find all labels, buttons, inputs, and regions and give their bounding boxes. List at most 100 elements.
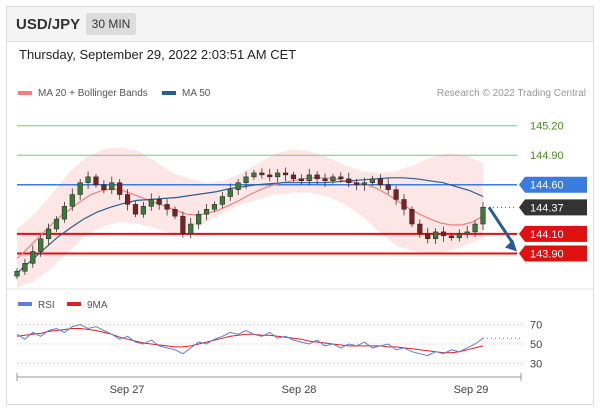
candle-body xyxy=(251,172,257,178)
level-tag-label: 144.10 xyxy=(530,229,564,241)
candle-body xyxy=(69,194,75,207)
candle xyxy=(314,171,320,185)
candle xyxy=(440,226,447,242)
chart-svg: MA 20 + Bollinger Bands MA 50 Research ©… xyxy=(7,88,593,396)
candle xyxy=(456,229,462,242)
candle xyxy=(77,179,83,200)
candle xyxy=(219,191,225,209)
candle-body xyxy=(164,204,170,210)
candle-body xyxy=(330,176,336,182)
candle xyxy=(385,178,391,195)
legend-swatch-ma20 xyxy=(18,91,32,95)
level-tag-label: 143.90 xyxy=(530,249,564,261)
level-tag-bg xyxy=(519,225,587,242)
candle xyxy=(156,195,162,210)
level-label-144-90: 144.90 xyxy=(530,150,564,162)
candle xyxy=(472,220,478,238)
candle-body xyxy=(369,178,376,183)
symbol-label: USD/JPY xyxy=(16,16,81,33)
candle-body xyxy=(132,204,139,215)
candle xyxy=(425,227,431,244)
candle xyxy=(354,179,360,191)
timeframe-button[interactable]: 30 MIN xyxy=(86,13,136,35)
level-tag-label: 144.60 xyxy=(530,180,564,192)
candle-body xyxy=(38,238,44,252)
candle-body xyxy=(267,174,273,178)
candle-body xyxy=(14,270,20,277)
candle-body xyxy=(480,207,486,225)
candle xyxy=(464,225,470,239)
candle-body xyxy=(219,196,225,205)
legend-swatch-rsi xyxy=(18,302,32,306)
candle xyxy=(180,211,186,238)
candle xyxy=(101,180,107,194)
candle-body xyxy=(53,218,60,230)
candle xyxy=(227,183,233,202)
level-tag-label: 144.37 xyxy=(530,202,564,214)
candle xyxy=(393,185,399,205)
candle-body xyxy=(377,178,383,185)
candle-body xyxy=(203,209,210,215)
candle-body xyxy=(433,231,439,240)
candle-body xyxy=(22,263,28,272)
candle xyxy=(369,175,376,186)
candle-body xyxy=(417,223,423,235)
chart-widget: USD/JPY 30 MIN Thursday, September 29, 2… xyxy=(6,6,594,405)
candle-body xyxy=(440,231,447,237)
candle-body xyxy=(322,178,328,182)
candle-body xyxy=(306,174,312,182)
candle xyxy=(14,268,20,280)
candle xyxy=(211,201,218,213)
candle xyxy=(298,174,304,185)
candle-body xyxy=(401,199,407,210)
candle xyxy=(196,210,202,230)
level-tag-144-60: 144.60 xyxy=(519,176,587,193)
candle xyxy=(417,219,423,238)
candle-body xyxy=(172,209,178,217)
candle-body xyxy=(93,176,99,185)
forecast-arrow-head xyxy=(505,239,517,252)
chart-header: USD/JPY 30 MIN xyxy=(7,7,593,42)
candle xyxy=(346,172,352,188)
legend-label-rsi: RSI xyxy=(38,300,55,311)
candle-body xyxy=(448,235,454,239)
ma50-line xyxy=(16,177,484,274)
candle xyxy=(148,193,154,211)
candle xyxy=(38,235,44,257)
level-tag-bg xyxy=(519,176,587,193)
candle xyxy=(306,168,312,186)
candle xyxy=(117,179,123,200)
candle-body xyxy=(117,182,123,195)
watermark: Research © 2022 Trading Central xyxy=(437,88,586,99)
candle xyxy=(85,171,91,189)
candle xyxy=(188,217,194,239)
candle xyxy=(330,173,336,184)
candle-body xyxy=(354,182,360,185)
candle xyxy=(290,171,297,182)
level-tag-bg xyxy=(519,245,587,262)
level-tag-143-90: 143.90 xyxy=(519,245,587,262)
candle xyxy=(377,174,383,189)
candle-body xyxy=(140,206,146,215)
candle-body xyxy=(338,176,344,180)
legend-label-ma20: MA 20 + Bollinger Bands xyxy=(38,88,148,99)
candle-body xyxy=(464,231,470,235)
price-pane: 145.20 144.90 144.60 144.37 144.10 143.90 xyxy=(7,121,593,290)
candle xyxy=(140,201,146,218)
candle-body xyxy=(314,174,320,180)
candle xyxy=(132,201,139,218)
candle-body xyxy=(275,172,281,178)
timestamp: Thursday, September 29, 2022 2:03:51 AM … xyxy=(19,47,297,62)
candle xyxy=(53,216,60,232)
candle xyxy=(61,201,67,223)
candle-body xyxy=(425,233,431,240)
candle xyxy=(433,228,439,245)
legend-swatch-ma50 xyxy=(162,91,176,95)
candle-body xyxy=(409,209,415,225)
candle xyxy=(30,245,36,268)
candle-body xyxy=(259,172,265,176)
candle xyxy=(93,173,99,188)
candle xyxy=(401,194,407,216)
candle-body xyxy=(61,206,67,220)
candle-body xyxy=(290,174,297,180)
